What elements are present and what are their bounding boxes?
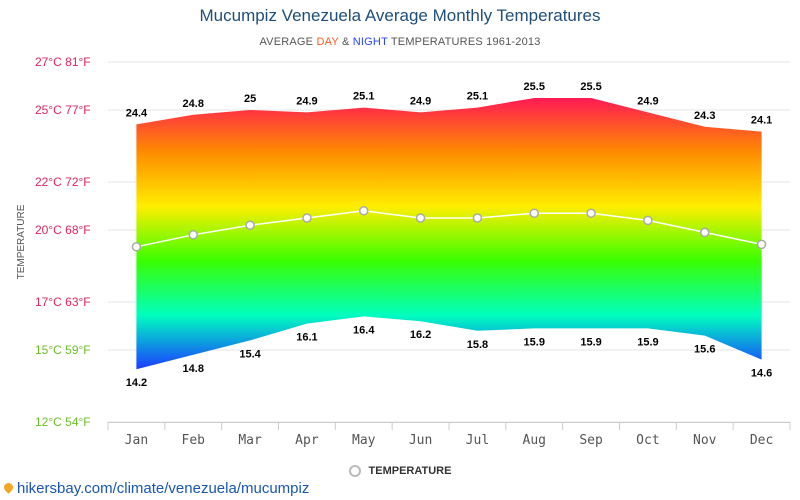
temperature-point-may — [359, 206, 369, 216]
y-tick-label-6: 12°C 54°F — [35, 415, 91, 429]
temperature-point-nov — [700, 227, 710, 238]
map-pin-icon — [2, 481, 15, 494]
chart-subtitle: AVERAGE DAY & NIGHT TEMPERATURES 1961-20… — [0, 36, 800, 48]
y-tick-label-4: 17°C 63°F — [35, 295, 91, 309]
x-tick-label-may: May — [352, 433, 376, 448]
night-label-oct: 15.9 — [637, 336, 658, 348]
x-tick-label-dec: Dec — [750, 433, 773, 448]
night-label-aug: 15.9 — [524, 336, 545, 348]
temperature-point-dec — [756, 239, 767, 250]
subtitle-amp: & — [341, 36, 350, 48]
day-label-apr: 24.9 — [296, 95, 317, 107]
legend-label: TEMPERATURE — [368, 465, 452, 477]
subtitle-suffix: TEMPERATURES 1961-2013 — [390, 36, 541, 48]
temperature-range-area — [136, 98, 762, 370]
legend[interactable]: TEMPERATURE — [0, 465, 800, 477]
y-axis-label: TEMPERATURE — [16, 204, 27, 279]
day-label-jan: 24.4 — [126, 107, 148, 119]
temperature-point-jun — [415, 213, 426, 223]
day-label-may: 25.1 — [353, 91, 374, 103]
y-tick-label-1: 25°C 77°F — [35, 103, 91, 117]
day-label-oct: 24.9 — [637, 95, 658, 107]
y-tick-label-2: 22°C 72°F — [35, 175, 91, 189]
night-label-dec: 14.6 — [751, 368, 772, 380]
day-label-dec: 24.1 — [751, 115, 772, 127]
subtitle-day: DAY — [316, 36, 339, 48]
subtitle-night: NIGHT — [352, 36, 388, 48]
legend-marker-icon — [348, 465, 361, 477]
temperature-point-mar — [245, 220, 255, 230]
x-tick-label-nov: Nov — [693, 433, 717, 448]
day-label-feb: 24.8 — [183, 98, 204, 110]
temperature-point-feb — [188, 230, 198, 240]
x-tick-label-oct: Oct — [636, 433, 659, 448]
temperature-line — [136, 210, 762, 248]
day-label-nov: 24.3 — [694, 110, 715, 122]
temperature-point-sep — [586, 208, 596, 218]
subtitle-prefix: AVERAGE — [259, 36, 314, 48]
night-label-jun: 16.2 — [410, 329, 431, 341]
footer-text: hikersbay.com/climate/venezuela/mucumpiz — [17, 480, 310, 497]
night-label-may: 16.4 — [353, 324, 375, 336]
day-label-jun: 24.9 — [410, 95, 431, 107]
y-tick-label-3: 20°C 68°F — [35, 223, 91, 237]
x-tick-label-sep: Sep — [579, 433, 603, 448]
day-label-aug: 25.5 — [524, 81, 545, 93]
y-tick-label-0: 27°C 81°F — [35, 55, 91, 69]
x-tick-label-apr: Apr — [295, 433, 319, 448]
x-tick-label-jul: Jul — [466, 433, 489, 448]
temperature-point-oct — [643, 215, 653, 226]
day-label-mar: 25 — [244, 93, 256, 105]
temperature-point-jan — [131, 242, 142, 252]
night-label-jan: 14.2 — [126, 377, 147, 389]
x-tick-label-jan: Jan — [125, 433, 148, 448]
temperature-point-aug — [529, 208, 539, 218]
night-label-apr: 16.1 — [296, 332, 317, 344]
x-tick-label-aug: Aug — [523, 433, 546, 448]
night-label-nov: 15.6 — [694, 344, 715, 356]
day-label-jul: 25.1 — [467, 91, 488, 103]
x-tick-label-jun: Jun — [409, 433, 432, 448]
footer-link[interactable]: hikersbay.com/climate/venezuela/mucumpiz — [2, 480, 310, 497]
y-tick-label-5: 15°C 59°F — [35, 343, 91, 357]
night-label-mar: 15.4 — [239, 348, 261, 360]
temperature-point-apr — [302, 213, 312, 223]
x-tick-label-feb: Feb — [182, 433, 206, 448]
chart-title: Mucumpiz Venezuela Average Monthly Tempe… — [199, 6, 601, 25]
x-tick-label-mar: Mar — [238, 433, 262, 448]
night-label-sep: 15.9 — [580, 336, 601, 348]
night-label-jul: 15.8 — [467, 339, 488, 351]
temperature-point-jul — [472, 213, 483, 223]
night-label-feb: 14.8 — [183, 363, 204, 375]
day-label-sep: 25.5 — [580, 81, 601, 93]
